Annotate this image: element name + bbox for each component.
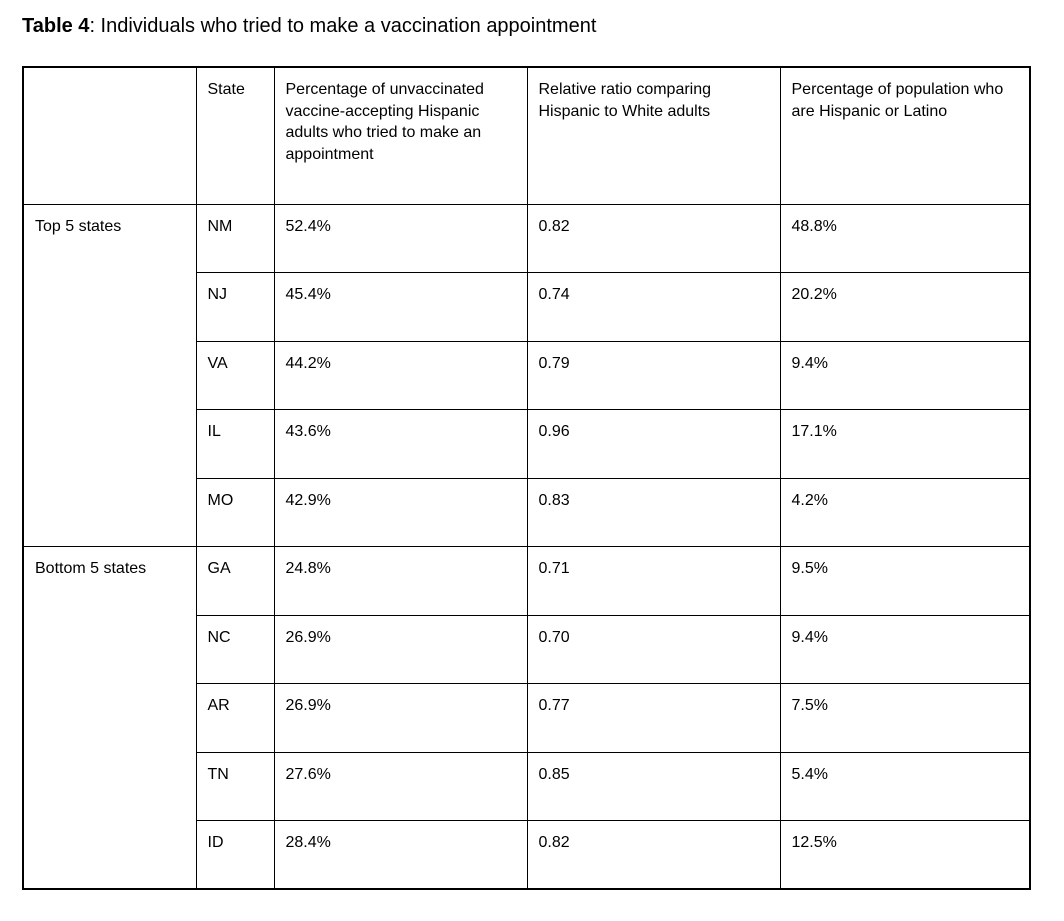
pct-tried-cell: 27.6% xyxy=(273,751,528,821)
table-row: Bottom 5 states GA 24.8% 0.71 9.5% xyxy=(22,546,1031,890)
state-cell: AR xyxy=(195,683,275,753)
pct-hispanic-cell: 12.5% xyxy=(779,820,1031,890)
table-caption-label: Table 4 xyxy=(22,15,90,37)
group-label-bottom-5: Bottom 5 states xyxy=(22,546,197,890)
pct-tried-cell: 45.4% xyxy=(273,272,528,342)
col-header-ratio: Relative ratio comparing Hispanic to Whi… xyxy=(526,66,781,205)
pct-hispanic-cell: 17.1% xyxy=(779,409,1031,479)
ratio-cell: 0.79 xyxy=(526,340,781,410)
state-cell: NM xyxy=(195,203,275,273)
col-header-pct-hispanic: Percentage of population who are Hispani… xyxy=(779,66,1031,205)
table-row: NC 26.9% 0.70 9.4% xyxy=(23,614,1031,684)
pct-tried-cell: 52.4% xyxy=(273,203,528,273)
pct-hispanic-cell: 9.5% xyxy=(779,546,1031,616)
pct-tried-cell: 26.9% xyxy=(273,614,528,684)
state-cell: NJ xyxy=(195,272,275,342)
state-cell: VA xyxy=(195,340,275,410)
pct-tried-cell: 28.4% xyxy=(273,820,528,890)
pct-hispanic-cell: 5.4% xyxy=(779,751,1031,821)
state-cell: IL xyxy=(195,409,275,479)
pct-hispanic-cell: 9.4% xyxy=(779,614,1031,684)
pct-hispanic-cell: 4.2% xyxy=(779,477,1031,547)
state-cell: MO xyxy=(195,477,275,547)
pct-hispanic-cell: 9.4% xyxy=(779,340,1031,410)
ratio-cell: 0.82 xyxy=(526,820,781,890)
pct-tried-cell: 26.9% xyxy=(273,683,528,753)
table-row: TN 27.6% 0.85 5.4% xyxy=(23,751,1031,821)
pct-hispanic-cell: 20.2% xyxy=(779,272,1031,342)
pct-tried-cell: 42.9% xyxy=(273,477,528,547)
pct-tried-cell: 44.2% xyxy=(273,340,528,410)
col-header-state: State xyxy=(195,66,275,205)
col-header-pct-tried: Percentage of unvaccinated vaccine-accep… xyxy=(273,66,528,205)
ratio-cell: 0.85 xyxy=(526,751,781,821)
state-cell: GA xyxy=(195,546,275,616)
col-header-group xyxy=(22,66,197,205)
ratio-cell: 0.96 xyxy=(526,409,781,479)
state-cell: TN xyxy=(195,751,275,821)
table-caption: Table 4: Individuals who tried to make a… xyxy=(22,13,1064,40)
table-row: IL 43.6% 0.96 17.1% xyxy=(23,409,1031,479)
pct-tried-cell: 24.8% xyxy=(273,546,528,616)
table-row: AR 26.9% 0.77 7.5% xyxy=(23,683,1031,753)
ratio-cell: 0.83 xyxy=(526,477,781,547)
table-caption-text: : Individuals who tried to make a vaccin… xyxy=(89,15,597,37)
table-row: ID 28.4% 0.82 12.5% xyxy=(23,820,1031,890)
ratio-cell: 0.82 xyxy=(526,203,781,273)
ratio-cell: 0.74 xyxy=(526,272,781,342)
state-cell: NC xyxy=(195,614,275,684)
group-label-top-5: Top 5 states xyxy=(22,203,197,547)
pct-tried-cell: 43.6% xyxy=(273,409,528,479)
header-row: State Percentage of unvaccinated vaccine… xyxy=(22,66,1031,205)
table-row: VA 44.2% 0.79 9.4% xyxy=(23,340,1031,410)
table-row: MO 42.9% 0.83 4.2% xyxy=(23,477,1031,547)
ratio-cell: 0.77 xyxy=(526,683,781,753)
table-row: NJ 45.4% 0.74 20.2% xyxy=(23,272,1031,342)
ratio-cell: 0.70 xyxy=(526,614,781,684)
state-cell: ID xyxy=(195,820,275,890)
table-row: Top 5 states NM 52.4% 0.82 48.8% xyxy=(22,203,1031,547)
pct-hispanic-cell: 7.5% xyxy=(779,683,1031,753)
vaccination-appointment-table: State Percentage of unvaccinated vaccine… xyxy=(22,66,1031,890)
ratio-cell: 0.71 xyxy=(526,546,781,616)
pct-hispanic-cell: 48.8% xyxy=(779,203,1031,273)
